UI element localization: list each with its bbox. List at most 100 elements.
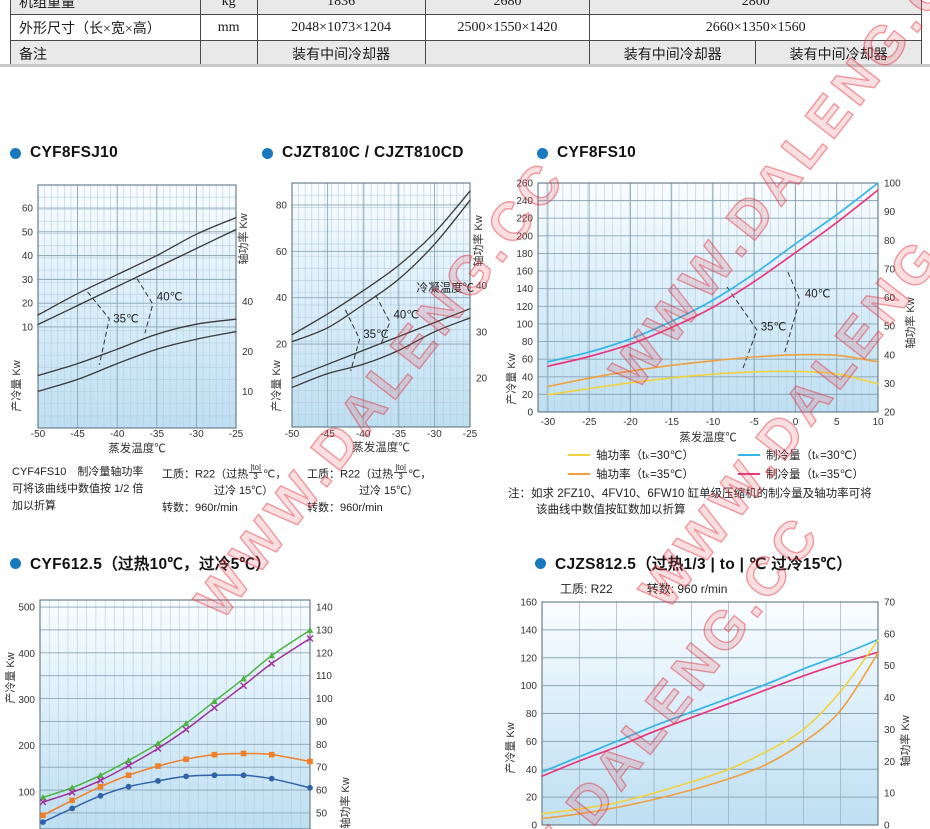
section-title-cjzs812: CJZS812.5（过热1/3 | to | ℃ 过冷15℃）	[535, 553, 852, 573]
note-col-left: CYF4FS10 制冷量轴功率 可将该曲线中数值按 1/2 倍 加以折算	[12, 464, 143, 515]
svg-text:-35: -35	[392, 429, 407, 440]
axis-labels: 产冷量 Kw 轴功率 Kw	[3, 652, 352, 828]
svg-text:140: 140	[520, 625, 537, 636]
svg-text:-25: -25	[582, 417, 597, 428]
svg-text:20: 20	[22, 299, 34, 310]
svg-text:60: 60	[276, 247, 288, 258]
bullet-icon	[535, 557, 546, 569]
legend-label: 轴功率（tₖ=30℃）	[596, 450, 695, 462]
note-line: 工质：R22（过热 |to| 3 ℃，	[162, 463, 287, 482]
svg-text:140: 140	[516, 284, 533, 295]
table-cell: 2680	[424, 0, 591, 15]
svg-text:40: 40	[276, 293, 288, 304]
svg-text:30: 30	[884, 725, 896, 736]
note-col-mid: 工质：R22（过热 |to| 3 ℃， 过冷 15℃） 转数：960r/min	[162, 463, 287, 517]
svg-text:90: 90	[316, 717, 328, 728]
plot-border	[39, 599, 311, 829]
svg-text:-15: -15	[664, 417, 679, 428]
svg-text:100: 100	[884, 179, 901, 190]
svg-text:产冷量 Kw: 产冷量 Kw	[9, 360, 23, 411]
svg-text:-40: -40	[356, 429, 371, 440]
chart5-subtitle: 工质: R22 转数: 960 r/min	[560, 580, 761, 597]
svg-text:-25: -25	[463, 429, 478, 440]
chart-annotation: 冷凝温度℃	[417, 281, 475, 295]
svg-text:80: 80	[522, 337, 534, 348]
bullet-icon	[262, 147, 273, 159]
section-title-label: CYF8FSJ10	[30, 144, 118, 161]
svg-text:100: 100	[516, 319, 533, 330]
series-lines	[541, 638, 879, 820]
table-cell: 装有中间冷却器	[589, 40, 757, 67]
section-title-cyf8fsj10: CYF8FSJ10	[10, 143, 118, 163]
legend-swatch	[738, 454, 760, 456]
svg-text:90: 90	[884, 207, 896, 218]
chart-annotation: 40℃	[157, 291, 183, 303]
svg-text:轴功率 Kw: 轴功率 Kw	[338, 777, 352, 828]
chart-annotation: 35℃	[363, 329, 389, 341]
svg-text:120: 120	[516, 302, 533, 313]
svg-text:40: 40	[526, 765, 538, 776]
svg-text:10: 10	[242, 387, 254, 398]
svg-text:产冷量 Kw: 产冷量 Kw	[269, 360, 283, 411]
plot-border	[37, 184, 237, 429]
svg-text:60: 60	[316, 786, 328, 797]
svg-text:50: 50	[22, 227, 34, 238]
svg-text:200: 200	[516, 231, 533, 242]
svg-text:180: 180	[516, 249, 533, 260]
legend-swatch	[738, 473, 760, 475]
table-cell: 2660×1350×1560	[589, 14, 922, 41]
table-cell	[199, 40, 258, 67]
svg-text:-50: -50	[31, 429, 46, 440]
legend-label: 制冷量（tₖ=35℃）	[766, 469, 865, 481]
svg-text:60: 60	[22, 204, 34, 215]
svg-text:120: 120	[316, 648, 333, 659]
svg-text:-10: -10	[706, 417, 721, 428]
table-row: 外形尺寸（长×宽×高） mm 2048×1073×1204 2500×1550×…	[10, 14, 922, 41]
note-line: 转数：960r/min	[162, 502, 238, 515]
svg-text:-45: -45	[320, 429, 335, 440]
tick-labels: 80 60 40 20 40 30 20 -50 -45 -40 -35 -30 -25	[276, 200, 488, 440]
svg-text:-45: -45	[70, 429, 85, 440]
svg-text:500: 500	[18, 603, 35, 614]
subtitle-medium: 工质: R22	[560, 582, 613, 596]
svg-text:160: 160	[520, 598, 537, 609]
note-col-right: 工质：R22（过热 |to| 3 ℃， 过冷 15℃） 转数：960r/min	[307, 463, 431, 517]
table-cell: 装有中间冷却器	[755, 40, 922, 67]
svg-text:80: 80	[316, 740, 328, 751]
svg-text:产冷量 Kw: 产冷量 Kw	[503, 722, 517, 773]
svg-text:400: 400	[18, 649, 35, 660]
note-line: CYF4FS10 制冷量轴功率	[12, 466, 144, 478]
svg-text:-35: -35	[150, 429, 165, 440]
svg-text:0: 0	[531, 821, 537, 829]
svg-text:产冷量 Kw: 产冷量 Kw	[504, 353, 518, 404]
plot-border	[537, 182, 879, 413]
svg-text:100: 100	[520, 681, 537, 692]
svg-text:轴功率 Kw: 轴功率 Kw	[903, 297, 917, 348]
svg-text:40: 40	[242, 297, 254, 308]
tick-labels: 60 50 40 30 20 10 40 20 10 -50 -45 -40 -35 -30 -25	[22, 204, 254, 440]
svg-text:60: 60	[522, 355, 534, 366]
svg-text:轴功率 Kw: 轴功率 Kw	[471, 215, 485, 266]
svg-text:40: 40	[884, 693, 896, 704]
svg-text:80: 80	[884, 236, 896, 247]
chart-cyf612: 5004003002001001401301201101009080706050…	[3, 599, 352, 829]
svg-text:160: 160	[516, 267, 533, 278]
svg-text:-30: -30	[189, 429, 204, 440]
table-cell: 2048×1073×1204	[256, 14, 426, 41]
fraction: |to| 3	[394, 463, 408, 482]
svg-text:20: 20	[526, 793, 538, 804]
svg-text:130: 130	[316, 625, 333, 636]
svg-text:40: 40	[476, 281, 488, 292]
note-line: 注：如求 2FZ10、4FV10、6FW10 缸单级压缩机的制冷量及轴功率可将	[508, 488, 872, 500]
series-lines	[547, 182, 879, 396]
svg-text:30: 30	[22, 275, 34, 286]
svg-text:70: 70	[884, 264, 896, 275]
svg-text:80: 80	[526, 709, 538, 720]
svg-text:40: 40	[884, 350, 896, 361]
plot-border	[541, 601, 879, 826]
chart3-legend: 轴功率（tₖ=30℃） 制冷量（tₖ=30℃） 轴功率（tₖ=35℃） 制冷量（…	[568, 447, 908, 482]
svg-text:20: 20	[884, 757, 896, 768]
legend-item: 轴功率（tₖ=30℃）	[568, 447, 738, 463]
svg-text:轴功率 Kw: 轴功率 Kw	[236, 213, 250, 264]
